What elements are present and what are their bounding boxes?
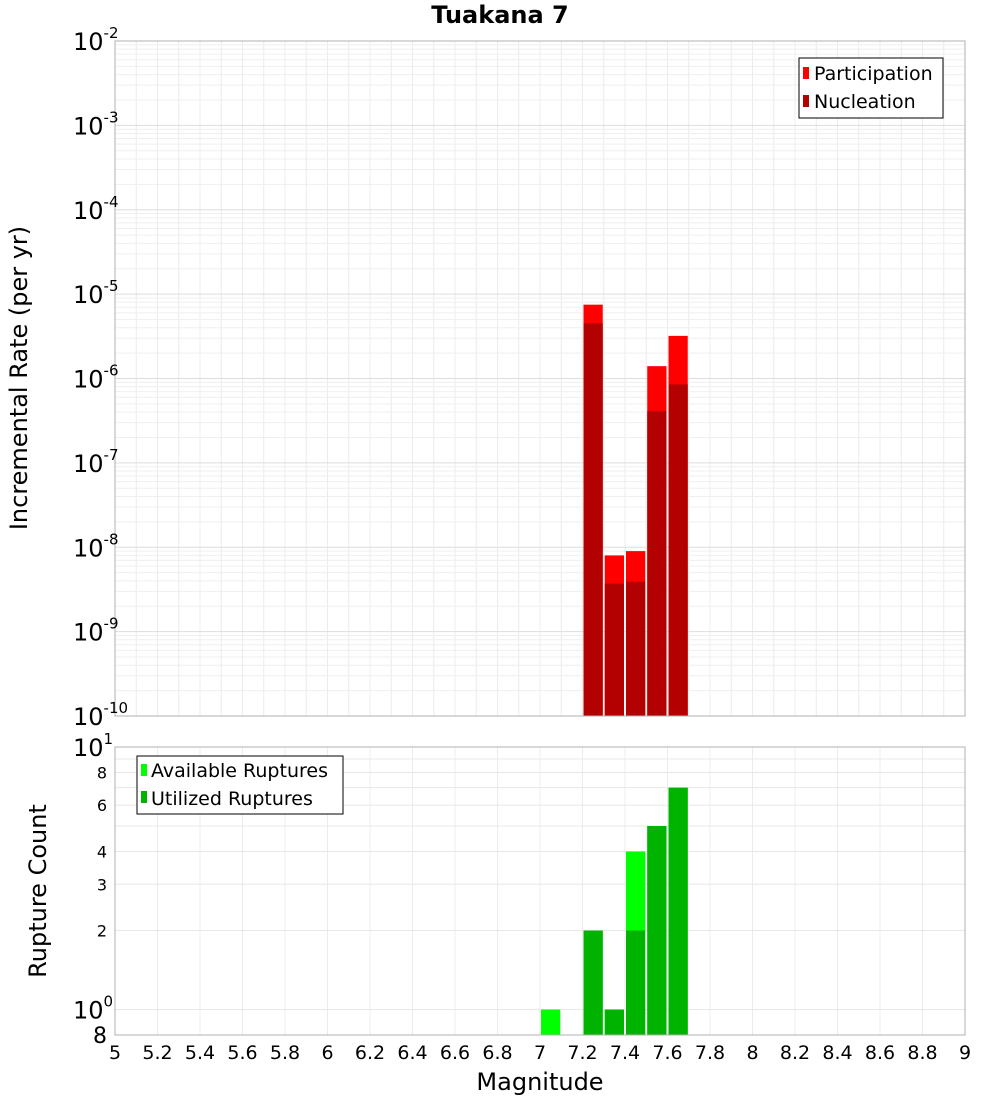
top-legend-box	[798, 57, 944, 119]
bottom-y-tick-label: 2	[97, 922, 107, 941]
x-tick-label: 6.4	[397, 1042, 427, 1064]
x-tick-label: 8	[746, 1042, 758, 1064]
bottom-y-tick-label: 100	[73, 993, 113, 1025]
x-tick-label: 6	[321, 1042, 333, 1064]
nucleation-bar	[604, 583, 624, 716]
x-tick-label: 7.6	[652, 1042, 682, 1064]
x-tick-label: 7.4	[610, 1042, 640, 1064]
top-y-tick-label: 10-5	[73, 277, 119, 309]
bottom-y-tick-label: 4	[97, 842, 107, 861]
top-bars	[583, 304, 688, 716]
top-y-tick-label: 10-10	[73, 699, 128, 731]
x-tick-label: 8.4	[822, 1042, 852, 1064]
legend-swatch-utilized	[141, 791, 147, 803]
top-y-tick-label: 10-9	[73, 615, 119, 647]
x-tick-label: 6.2	[355, 1042, 385, 1064]
bottom-y-tick-label: 6	[97, 796, 107, 815]
top-y-tick-label: 10-6	[73, 362, 119, 394]
x-tick-labels: 5 5.2 5.4 5.6 5.8 6 6.2 6.4 6.6 6.8 7 7.2 7.4 7.6 7.8 8…	[109, 1042, 971, 1064]
legend-swatch-participation	[803, 67, 809, 79]
utilized-ruptures-bar	[604, 1009, 624, 1035]
legend-label-nucleation: Nucleation	[814, 91, 916, 113]
x-tick-label: 8.8	[907, 1042, 937, 1064]
nucleation-bar	[647, 411, 667, 716]
top-y-tick-labels: 10-2 10-3 10-4 10-5 10-6 10-7 10-8 10-9 10-10	[73, 24, 128, 731]
bottom-y-axis-label: Rupture Count	[24, 804, 52, 978]
bottom-y-tick-label: 101	[73, 730, 113, 762]
utilized-ruptures-bar	[647, 826, 667, 1035]
chart-title: Tuakana 7	[431, 1, 569, 29]
top-legend: Participation Nucleation	[798, 57, 944, 119]
legend-swatch-available	[141, 764, 147, 776]
x-tick-label: 7	[534, 1042, 546, 1064]
legend-label-available: Available Ruptures	[151, 760, 328, 782]
x-tick-label: 5.2	[142, 1042, 172, 1064]
nucleation-bar	[626, 581, 646, 716]
x-tick-label: 5.4	[185, 1042, 215, 1064]
bottom-plot-frame	[114, 746, 966, 1036]
top-y-tick-label: 10-4	[73, 193, 119, 225]
x-tick-label: 8.6	[865, 1042, 895, 1064]
top-plot-frame	[114, 40, 966, 717]
top-y-tick-label: 10-7	[73, 446, 119, 478]
top-grid	[115, 41, 966, 716]
bottom-grid	[115, 747, 966, 1035]
utilized-ruptures-bar	[668, 787, 688, 1035]
top-y-tick-label: 10-8	[73, 530, 119, 562]
bottom-y-tick-label: 8	[93, 1024, 107, 1049]
x-tick-label: 7.8	[695, 1042, 725, 1064]
bottom-y-tick-label: 3	[97, 875, 107, 894]
legend-label-participation: Participation	[814, 63, 933, 85]
x-tick-label: 8.2	[780, 1042, 810, 1064]
x-tick-label: 5	[109, 1042, 121, 1064]
x-tick-label: 5.6	[227, 1042, 257, 1064]
top-y-tick-label: 10-2	[73, 24, 119, 56]
legend-label-utilized: Utilized Ruptures	[151, 788, 313, 810]
available-ruptures-bar	[541, 1009, 561, 1035]
x-tick-label: 6.6	[440, 1042, 470, 1064]
x-tick-label: 9	[959, 1042, 971, 1064]
x-tick-label: 6.8	[482, 1042, 512, 1064]
nucleation-bar	[668, 384, 688, 716]
bottom-bars	[541, 787, 688, 1035]
utilized-ruptures-bar	[626, 930, 646, 1035]
x-tick-label: 5.8	[270, 1042, 300, 1064]
top-y-tick-label: 10-3	[73, 108, 119, 140]
x-axis-label: Magnitude	[476, 1068, 603, 1096]
bottom-y-tick-label: 8	[97, 763, 107, 782]
utilized-ruptures-bar	[583, 930, 603, 1035]
bottom-legend-box	[136, 755, 344, 815]
nucleation-bar	[583, 323, 603, 716]
x-tick-label: 7.2	[567, 1042, 597, 1064]
bottom-legend: Available Ruptures Utilized Ruptures	[136, 755, 344, 815]
top-y-axis-label: Incremental Rate (per yr)	[5, 226, 33, 530]
legend-swatch-nucleation	[803, 95, 809, 107]
